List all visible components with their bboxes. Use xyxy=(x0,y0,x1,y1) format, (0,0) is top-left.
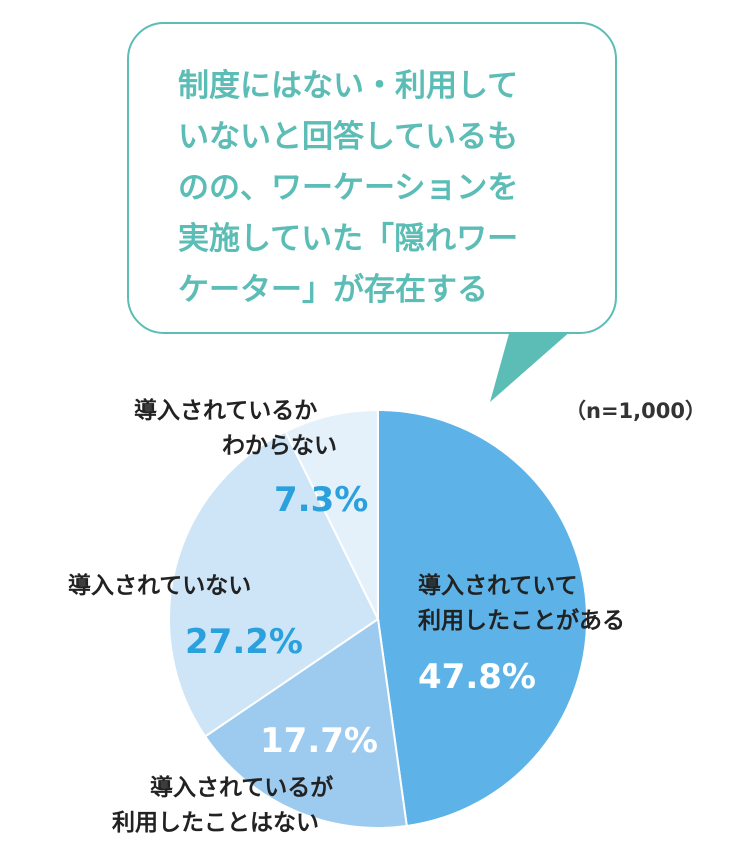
sample-size-note: （n=1,000） xyxy=(565,399,706,423)
callout-line-5: ケーター」が存在する xyxy=(178,272,488,308)
callout-tail xyxy=(490,330,572,402)
slice-3-label-line-1: 導入されていない xyxy=(68,572,251,599)
slice-4-value: 7.3% xyxy=(274,480,368,520)
callout-line-4: 実施していた「隠れワー xyxy=(178,221,518,257)
callout-line-3: のの、ワーケーションを xyxy=(178,170,518,206)
slice-4-label-line-2: わからない xyxy=(222,433,337,459)
pie-slices xyxy=(168,408,589,829)
pie-slice-4 xyxy=(284,408,379,620)
slice-3-value: 27.2% xyxy=(185,622,303,662)
slice-2-label-line-1: 導入されているが xyxy=(150,774,333,801)
slice-1-value: 47.8% xyxy=(418,657,536,697)
pie-slice-2 xyxy=(203,617,408,829)
pie-slice-1 xyxy=(377,408,589,828)
callout-line-2: いないと回答しているも xyxy=(178,119,518,155)
slice-2-value: 17.7% xyxy=(260,721,378,761)
slice-4-label-line-1: 導入されているか xyxy=(134,397,317,424)
slice-1-label-line-1: 導入されていて xyxy=(418,572,578,599)
slice-2-label-line-2: 利用したことはない xyxy=(112,810,319,836)
callout-bubble: 制度にはない・利用して いないと回答しているも のの、ワーケーションを 実施して… xyxy=(127,22,617,402)
pie-slice-3 xyxy=(168,430,380,738)
callout-box xyxy=(127,22,617,334)
callout-line-1: 制度にはない・利用して xyxy=(178,68,518,104)
slice-1-label-line-2: 利用したことがある xyxy=(418,607,625,634)
